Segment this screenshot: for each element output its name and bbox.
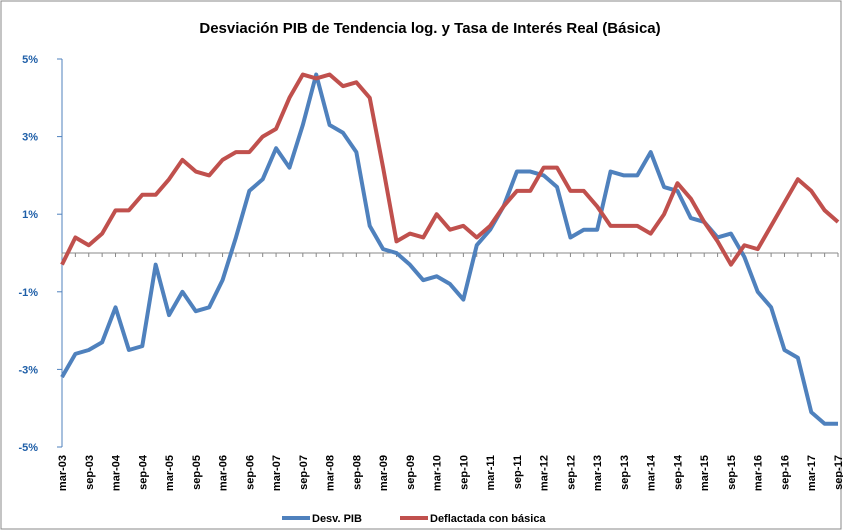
y-tick-label: 5% <box>22 54 38 66</box>
y-tick-label: -3% <box>18 364 38 376</box>
x-tick-label: mar-07 <box>271 455 283 491</box>
x-tick-label: mar-05 <box>164 455 176 491</box>
x-tick-label: sep-08 <box>351 455 363 490</box>
x-tick-label: mar-06 <box>218 455 230 491</box>
x-tick-label: sep-06 <box>244 455 256 490</box>
x-tick-label: sep-09 <box>405 455 417 490</box>
x-tick-label: sep-11 <box>512 455 524 489</box>
x-tick-label: sep-17 <box>833 455 843 490</box>
x-tick-label: mar-14 <box>646 454 658 491</box>
x-tick-label: mar-03 <box>57 455 69 491</box>
series-line <box>60 72 840 267</box>
x-tick-label: mar-11 <box>485 455 497 490</box>
x-tick-label: sep-03 <box>84 455 96 490</box>
x-tick-label: sep-13 <box>619 455 631 490</box>
x-tick-label: sep-10 <box>458 455 470 490</box>
x-tick-label: sep-12 <box>565 455 577 490</box>
y-tick-label: 1% <box>22 209 38 221</box>
y-tick-label: -1% <box>18 287 38 299</box>
chart-title: Desviación PIB de Tendencia log. y Tasa … <box>199 20 660 37</box>
x-tick-label: mar-13 <box>592 455 604 491</box>
x-tick-label: mar-16 <box>753 455 765 491</box>
x-tick-label: mar-04 <box>111 454 123 491</box>
x-tick-label: mar-09 <box>378 455 390 491</box>
legend-label: Desv. PIB <box>312 513 362 525</box>
x-tick-label: sep-15 <box>726 455 738 490</box>
x-tick-label: mar-17 <box>806 455 818 491</box>
y-tick-label: -5% <box>18 442 38 454</box>
x-tick-label: sep-07 <box>298 455 310 490</box>
x-tick-label: mar-15 <box>699 455 711 491</box>
x-tick-label: mar-12 <box>539 455 551 491</box>
x-tick-label: sep-05 <box>191 455 203 490</box>
x-tick-label: sep-14 <box>672 454 684 490</box>
x-tick-label: mar-10 <box>432 455 444 491</box>
legend-label: Deflactada con básica <box>430 513 546 525</box>
x-tick-label: mar-08 <box>325 455 337 491</box>
x-tick-label: sep-16 <box>779 455 791 490</box>
x-tick-label: sep-04 <box>137 454 149 490</box>
y-tick-label: 3% <box>22 132 38 144</box>
